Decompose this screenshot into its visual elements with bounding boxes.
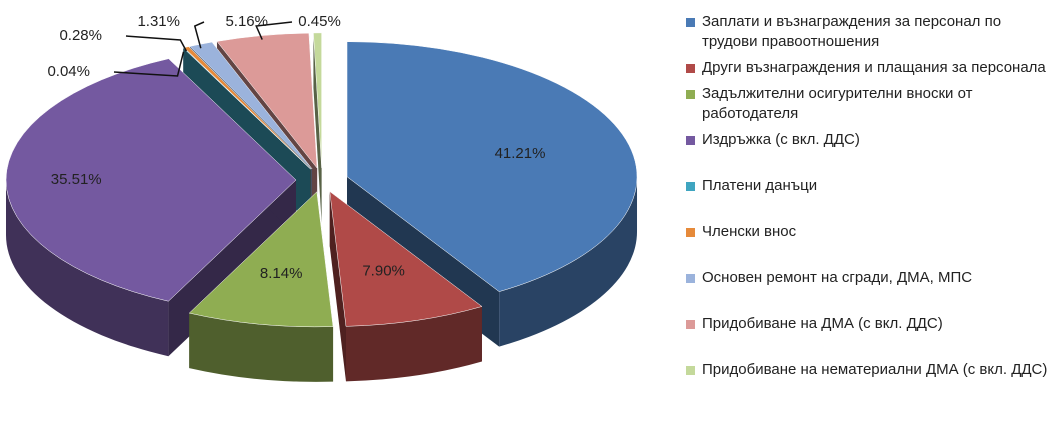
data-label: 0.04% [47,63,90,80]
data-label: 35.51% [51,171,102,188]
legend-swatch [686,366,695,375]
legend-item: Основен ремонт на сгради, ДМА, МПС [686,268,1048,288]
leader-line [125,35,188,52]
legend-item: Членски внос [686,222,1048,242]
legend-label: Основен ремонт на сгради, ДМА, МПС [702,269,973,286]
legend-swatch [686,136,695,145]
slice-wall [6,179,169,357]
slice-top [5,58,297,302]
legend-swatch [686,182,695,191]
legend-item: Други възнаграждения и плащания за персо… [686,58,1048,78]
slice-top [329,190,483,327]
legend-item: Задължителни осигурителни вноски от рабо… [686,84,1048,124]
data-label: 7.90% [362,262,405,279]
data-label: 0.28% [59,27,102,44]
leader-line [193,21,205,49]
legend-label: Задължителни осигурителни вноски от рабо… [702,85,973,122]
legend-item: Платени данъци [686,176,1048,196]
data-label: 8.14% [260,265,303,282]
data-label: 5.16% [225,13,268,30]
legend-item: Придобиване на нематериални ДМА (с вкл. … [686,360,1048,380]
slice-side [313,32,322,223]
legend-item: Придобиване на ДМА (с вкл. ДДС) [686,314,1048,334]
slice-top [346,41,638,292]
slice [329,190,483,382]
legend-item: Заплати и възнаграждения за персонал по … [686,12,1048,52]
slice-top [313,32,322,168]
slice-side [329,191,346,382]
legend-label: Придобиване на нематериални ДМА (с вкл. … [702,361,1048,378]
legend-swatch [686,64,695,73]
legend-label: Придобиване на ДМА (с вкл. ДДС) [702,315,943,332]
legend-swatch [686,228,695,237]
data-label: 41.21% [495,145,546,162]
slice-top [188,191,334,328]
leader-line [255,21,293,40]
slice-top [216,32,318,169]
legend-label: Платени данъци [702,177,818,194]
legend-swatch [686,90,695,99]
data-label: 1.31% [137,13,180,30]
legend-label: Заплати и възнаграждения за персонал по … [702,13,1002,50]
legend-item: Издръжка (с вкл. ДДС) [686,130,1048,150]
legend-label: Издръжка (с вкл. ДДС) [702,131,860,148]
pie-area: 41.21% 7.90% 8.14% 35.51% 0.04% 0.28% 1.31% 5.1… [5,13,638,382]
legend-swatch [686,18,695,27]
legend-label: Членски внос [702,223,797,240]
legend: Заплати и възнаграждения за персонал по … [686,12,1048,380]
leader-line [113,51,185,77]
slice-top [189,41,313,169]
legend-swatch [686,274,695,283]
slice-wall [499,176,638,347]
data-label: 0.45% [298,13,341,30]
slice-wall [189,313,334,382]
slice-wall [345,306,482,382]
legend-swatch [686,320,695,329]
slice [313,32,322,223]
legend-label: Други възнаграждения и плащания за персо… [702,59,1046,76]
slice [188,191,334,382]
